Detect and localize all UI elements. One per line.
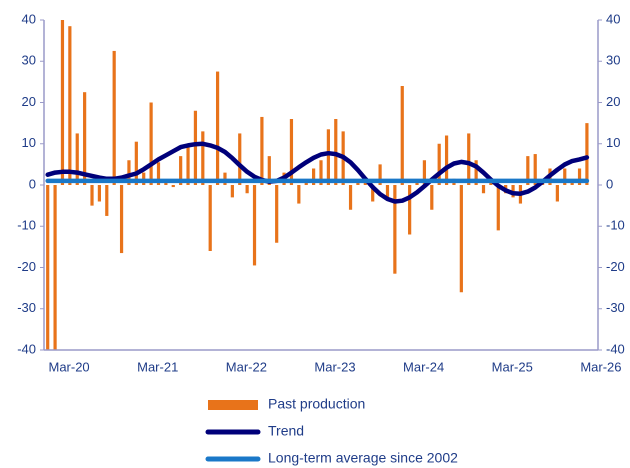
bar: [97, 185, 101, 202]
bar: [585, 123, 589, 185]
bar: [171, 185, 175, 188]
bar: [400, 86, 404, 185]
bar: [444, 135, 449, 185]
y2-tick-label: 40: [606, 11, 620, 26]
y2-tick-label: -30: [606, 300, 625, 315]
bar: [385, 185, 390, 198]
x-tick-label: Mar-24: [403, 359, 444, 374]
bar: [179, 156, 183, 185]
bar: [105, 185, 109, 216]
x-tick-label: Mar-23: [314, 359, 355, 374]
bar: [408, 185, 412, 235]
y2-tick-label: -10: [606, 218, 625, 233]
bar: [260, 116, 264, 185]
bar: [275, 185, 279, 243]
bar: [422, 160, 427, 185]
y2-tick-label: 30: [606, 53, 620, 68]
bar: [481, 185, 486, 194]
y-tick-label: 30: [22, 53, 36, 68]
bar: [53, 185, 57, 350]
bar: [533, 154, 537, 185]
bar: [297, 185, 301, 204]
bar: [496, 185, 500, 231]
bar: [215, 71, 220, 185]
bar: [467, 133, 471, 185]
bar: [577, 168, 582, 185]
y2-tick-label: 0: [606, 176, 613, 191]
bar: [127, 160, 131, 185]
bar: [46, 185, 50, 350]
bar: [201, 131, 205, 185]
y2-tick-label: -40: [606, 341, 625, 356]
y-tick-label: 10: [22, 135, 36, 150]
bar: [193, 110, 198, 185]
bar: [186, 145, 190, 185]
bar: [156, 162, 161, 185]
bar: [312, 168, 316, 185]
bar: [112, 50, 116, 185]
bar: [68, 26, 72, 185]
y-tick-label: -40: [17, 341, 36, 356]
bar: [119, 185, 124, 254]
x-tick-label: Mar-26: [580, 359, 621, 374]
y-tick-label: -10: [17, 218, 36, 233]
line-series: [45, 141, 590, 204]
bar: [208, 185, 212, 251]
bar: [526, 156, 530, 185]
bar: [90, 185, 94, 206]
bar: [348, 185, 353, 210]
bar: [437, 143, 441, 185]
y2-tick-label: -20: [606, 259, 625, 274]
bar: [252, 185, 257, 266]
bar: [371, 185, 375, 202]
y-tick-label: -30: [17, 300, 36, 315]
legend-swatch: [208, 400, 258, 410]
x-tick-label: Mar-21: [137, 359, 178, 374]
bar: [378, 164, 382, 185]
bar: [134, 141, 138, 185]
bar: [319, 160, 323, 185]
bar: [149, 102, 153, 185]
y-tick-label: 0: [29, 176, 36, 191]
bar: [75, 133, 79, 185]
legend-label: Long-term average since 2002: [268, 450, 458, 466]
y-tick-label: 40: [22, 11, 36, 26]
bar: [238, 133, 242, 185]
bar: [393, 185, 397, 274]
x-tick-label: Mar-22: [226, 359, 267, 374]
bar: [245, 185, 249, 194]
bar: [60, 20, 65, 185]
bar: [326, 129, 330, 185]
legend-label: Trend: [268, 423, 304, 439]
bar: [83, 92, 87, 185]
bar: [230, 185, 234, 198]
bar: [459, 185, 463, 293]
bar: [430, 185, 434, 210]
y2-tick-label: 20: [606, 94, 620, 109]
y-tick-label: -20: [17, 259, 36, 274]
x-tick-label: Mar-25: [492, 359, 533, 374]
bar: [289, 119, 294, 185]
x-tick-label: Mar-20: [48, 359, 89, 374]
y-tick-label: 20: [22, 94, 36, 109]
legend-label: Past production: [268, 396, 365, 412]
bar: [267, 156, 271, 185]
bar: [555, 185, 559, 202]
bar: [474, 160, 478, 185]
bar: [563, 168, 567, 185]
y2-tick-label: 10: [606, 135, 620, 150]
